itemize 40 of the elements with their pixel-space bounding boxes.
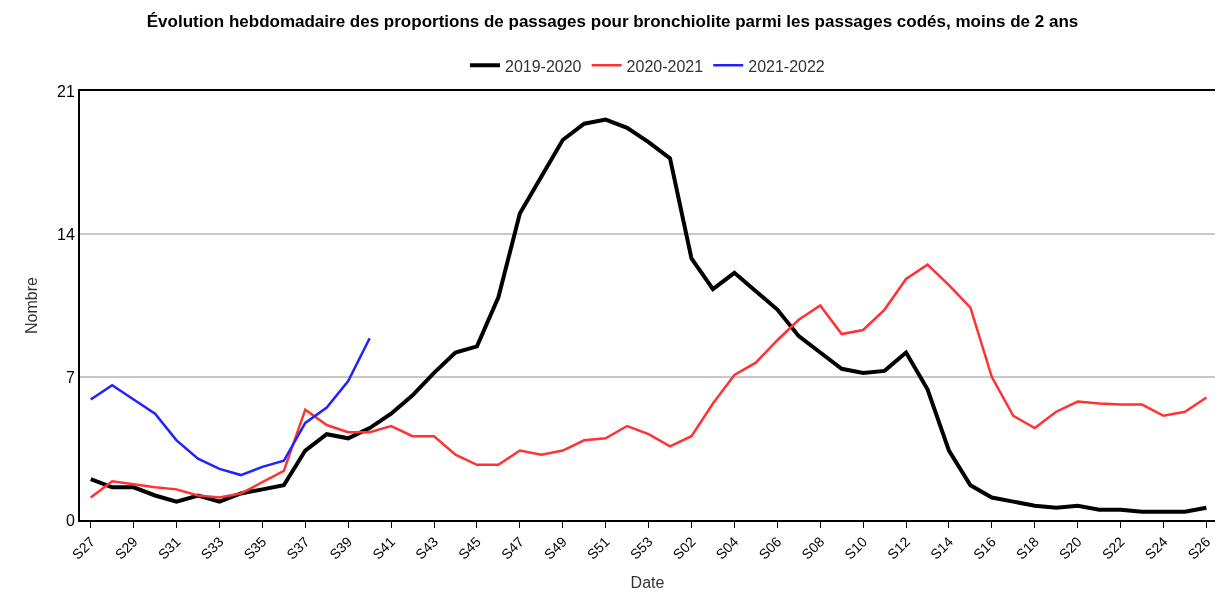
x-tick-label: S49 xyxy=(540,533,570,563)
x-tick-label: S04 xyxy=(712,533,742,563)
x-tick-label: S45 xyxy=(455,533,485,563)
x-tick-label: S43 xyxy=(412,533,442,563)
x-tick-label: S39 xyxy=(326,533,356,563)
x-tick-label: S20 xyxy=(1055,533,1085,563)
y-tick-label: 14 xyxy=(57,225,75,243)
x-axis-title: Date xyxy=(630,573,665,591)
x-tick-label: S51 xyxy=(583,533,613,563)
x-tick-label: S33 xyxy=(197,533,227,563)
x-tick-label: S22 xyxy=(1098,533,1128,563)
x-tick-label: S14 xyxy=(927,533,957,563)
chart-title: Évolution hebdomadaire des proportions de passages pour bronchiolite parmi les passages codés, moins de 2 ans xyxy=(146,12,1079,32)
x-tick-label: S02 xyxy=(669,533,699,563)
y-tick-label: 21 xyxy=(57,82,75,100)
x-tick-label: S18 xyxy=(1012,533,1042,563)
legend-label: 2020-2021 xyxy=(626,57,704,75)
y-tick-label: 7 xyxy=(65,368,75,386)
line-series xyxy=(88,117,1209,514)
line-series xyxy=(89,336,371,477)
x-tick-label: S47 xyxy=(497,533,528,563)
y-tick-label: 0 xyxy=(65,511,75,529)
line-series xyxy=(89,263,1208,499)
x-tick-label: S53 xyxy=(626,533,656,563)
x-tick-label: S06 xyxy=(755,533,785,563)
x-tick-label: S41 xyxy=(369,533,399,563)
x-tick-label: S29 xyxy=(111,533,141,563)
y-axis-title: Nombre xyxy=(23,276,41,334)
x-tick-label: S08 xyxy=(798,533,828,563)
x-tick-label: S27 xyxy=(68,533,98,563)
x-tick-label: S31 xyxy=(154,533,184,563)
legend-label: 2021-2022 xyxy=(748,57,825,75)
x-tick-label: S12 xyxy=(884,533,914,563)
legend-label: 2019-2020 xyxy=(505,57,582,75)
x-tick-label: S26 xyxy=(1184,533,1214,563)
x-tick-label: S35 xyxy=(240,533,270,563)
x-tick-label: S37 xyxy=(283,533,313,563)
x-tick-label: S24 xyxy=(1141,533,1171,563)
x-tick-label: S16 xyxy=(969,533,1000,563)
x-tick-label: S10 xyxy=(841,533,871,563)
